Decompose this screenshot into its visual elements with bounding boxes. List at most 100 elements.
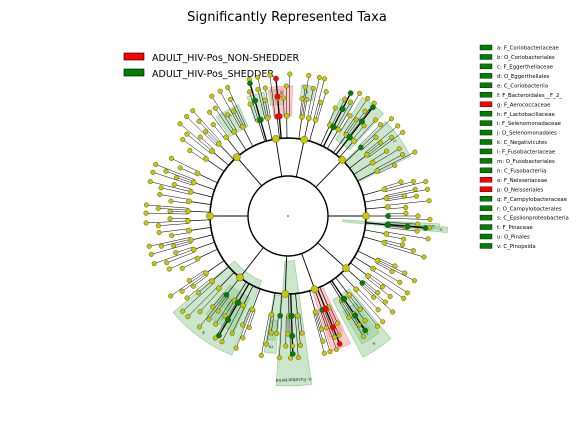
- taxon-node: [347, 90, 354, 96]
- taxa-key-label: d: O_Eggerthellales: [497, 74, 550, 80]
- taxa-key-label: j: O_Selenomonadales: [496, 131, 557, 137]
- taxon-node: [426, 198, 432, 204]
- branch-line: [378, 258, 396, 267]
- taxon-node: [352, 312, 359, 319]
- branch-line: [270, 314, 275, 333]
- taxon-node: [184, 114, 190, 120]
- branch-line: [276, 116, 280, 139]
- branch-line: [309, 77, 320, 119]
- branch-line: [360, 118, 392, 148]
- branch-line: [149, 237, 191, 247]
- branch-line: [295, 315, 299, 358]
- branch-line: [363, 280, 378, 293]
- taxon-node: [403, 210, 409, 216]
- taxon-node: [364, 151, 370, 158]
- taxon-node: [197, 309, 203, 315]
- branch-line: [189, 150, 205, 161]
- branch-line: [249, 104, 257, 122]
- taxon-node: [321, 350, 327, 356]
- taxon-node: [346, 133, 353, 141]
- taxon-node: [281, 290, 290, 298]
- taxa-key-label: t: F_Pinaceae: [497, 225, 533, 231]
- taxon-node: [148, 251, 154, 257]
- taxon-node: [370, 265, 376, 272]
- taxon-node: [323, 325, 329, 331]
- taxon-node: [346, 314, 352, 320]
- taxon-node: [359, 280, 366, 286]
- taxon-node: [277, 312, 283, 319]
- branch-line: [349, 154, 368, 169]
- taxon-node: [302, 84, 308, 90]
- taxon-node: [415, 221, 421, 227]
- branch-line: [319, 287, 329, 308]
- branch-line: [169, 256, 197, 270]
- taxon-node: [402, 270, 408, 276]
- branch-line: [363, 236, 385, 243]
- taxon-node: [267, 72, 273, 78]
- taxon-node: [312, 309, 319, 315]
- taxa-key-swatch: [479, 82, 493, 89]
- taxon-node: [203, 270, 209, 276]
- taxon-node: [216, 332, 222, 339]
- branch-line: [182, 139, 208, 158]
- taxa-key-swatch: [479, 148, 493, 155]
- branch-line: [315, 159, 343, 188]
- taxon-node: [390, 309, 396, 315]
- branch-line: [309, 119, 316, 142]
- taxon-node: [233, 153, 241, 161]
- branch-line: [211, 266, 229, 282]
- taxon-node: [362, 318, 368, 324]
- taxa-key-swatch: [479, 177, 493, 183]
- taxon-node: [401, 236, 407, 242]
- cladogram-branches: [146, 74, 430, 358]
- branch-line: [331, 98, 345, 127]
- branch-line: [357, 250, 378, 262]
- branch-line: [275, 138, 283, 177]
- taxon-node: [216, 285, 222, 292]
- taxon-node: [222, 313, 228, 319]
- taxon-node: [362, 327, 368, 334]
- branch-line: [252, 288, 261, 310]
- taxon-node: [155, 223, 161, 229]
- branch-line: [358, 124, 381, 146]
- taxon-node: [203, 156, 209, 162]
- branch-line: [152, 172, 193, 186]
- taxa-key-label: l: F_Fusobacteriaceae: [497, 150, 556, 156]
- taxon-node: [362, 108, 368, 114]
- taxon-node: [276, 113, 283, 120]
- branch-line: [378, 165, 395, 174]
- branch-line: [173, 240, 192, 246]
- branch-line: [165, 170, 195, 182]
- branch-line: [199, 294, 226, 328]
- taxon-node: [421, 254, 427, 260]
- branch-line: [190, 191, 213, 198]
- taxon-node: [342, 264, 350, 272]
- branch-line: [275, 78, 282, 139]
- clade-sector-s: [332, 288, 392, 358]
- taxon-node: [353, 117, 359, 123]
- taxa-key-swatch: [479, 101, 493, 107]
- branch-line: [158, 208, 189, 211]
- branch-line: [264, 100, 269, 118]
- taxon-node: [375, 323, 381, 329]
- taxon-node: [210, 122, 216, 128]
- taxon-node: [389, 269, 395, 275]
- branch-line: [295, 139, 305, 177]
- taxon-node: [233, 345, 239, 351]
- clade-sector-label: v: [438, 228, 443, 231]
- branch-line: [179, 123, 213, 152]
- taxon-node: [231, 128, 238, 135]
- branch-line: [386, 235, 404, 240]
- taxon-node: [381, 239, 388, 246]
- taxon-node: [346, 292, 352, 298]
- taxon-node: [300, 135, 309, 144]
- branch-line: [335, 277, 350, 296]
- branch-line: [218, 272, 235, 289]
- taxon-node: [210, 304, 216, 310]
- taxon-node: [225, 84, 231, 90]
- branch-line: [361, 283, 393, 313]
- branch-line: [189, 270, 205, 281]
- taxon-node: [322, 76, 328, 82]
- taxa-key-swatch: [479, 129, 493, 136]
- taxon-node: [227, 96, 233, 102]
